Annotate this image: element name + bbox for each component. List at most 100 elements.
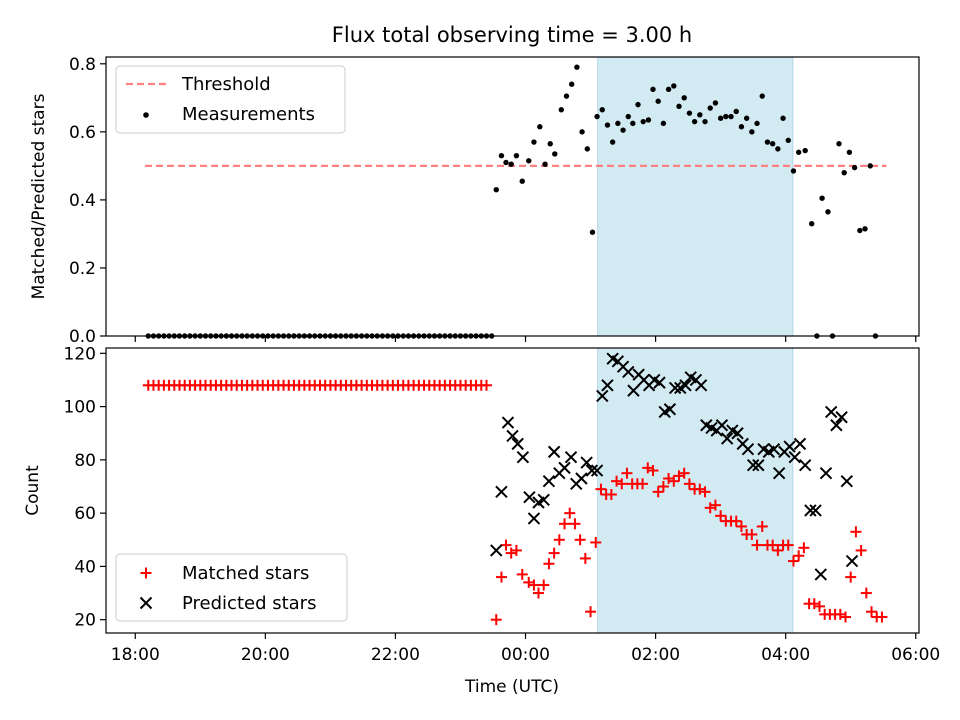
matched-star-marker — [495, 571, 507, 583]
measurement-point — [790, 168, 797, 174]
matched-star-marker — [798, 542, 810, 554]
matched-star-marker — [668, 475, 680, 487]
predicted-star-marker — [627, 384, 640, 397]
predicted-star-marker — [516, 450, 530, 464]
measurement-point — [526, 158, 532, 164]
matched-star-marker — [647, 465, 659, 477]
measurement-point — [519, 178, 525, 184]
predicted-star-marker — [741, 443, 755, 456]
matched-star-marker — [569, 518, 581, 530]
matched-star-marker — [564, 507, 576, 519]
measurement-point — [764, 139, 771, 145]
matched-star-marker — [657, 481, 669, 493]
figure-title: Flux total observing time = 3.00 h — [332, 23, 692, 47]
measurement-point — [620, 127, 626, 133]
matched-star-marker — [538, 579, 550, 591]
legend-measurements-swatch — [143, 112, 149, 118]
measurement-point — [862, 226, 868, 232]
bottom-x-tick-label: 00:00 — [501, 645, 550, 665]
measurement-point — [503, 159, 509, 166]
predicted-star-marker — [783, 440, 796, 453]
measurement-point — [738, 124, 745, 130]
measurement-point — [531, 139, 537, 145]
measurement-point — [785, 137, 791, 144]
matched-star-marker — [855, 544, 867, 556]
matched-star-marker — [782, 539, 794, 551]
predicted-star-marker — [547, 445, 561, 459]
bottom-y-ticks: 20 40 60 80 100 120 — [64, 344, 106, 631]
predicted-star-marker — [564, 450, 578, 464]
measurement-point — [537, 124, 543, 130]
bottom-x-tick-label: 06:00 — [891, 645, 940, 665]
predicted-star-marker — [601, 379, 614, 392]
matched-star-marker — [616, 478, 628, 490]
measurement-point — [508, 161, 514, 167]
measurement-point — [542, 161, 548, 167]
bottom-legend: Matched stars Predicted stars — [115, 553, 348, 622]
predicted-star-marker — [819, 466, 833, 480]
measurement-point — [717, 115, 724, 121]
matched-star-marker — [548, 547, 560, 559]
matched-star-marker — [611, 475, 623, 487]
predicted-star-marker — [798, 458, 812, 472]
matched-star-marker — [621, 467, 633, 479]
measurement-point — [640, 118, 646, 125]
predicted-star-marker — [720, 432, 734, 445]
measurement-point — [702, 118, 708, 125]
bottom-x-ticks: 18:00 20:00 22:00 00:00 02:00 04:00 06:00 — [111, 633, 940, 665]
top-legend: Threshold Measurements — [115, 65, 346, 134]
measurement-point — [846, 149, 853, 155]
measurement-point — [645, 117, 652, 123]
legend-predicted-label: Predicted stars — [182, 593, 316, 614]
predicted-star-marker — [809, 504, 822, 517]
measurement-point — [712, 100, 719, 106]
bottom-y-tick-label: 20 — [74, 611, 96, 631]
predicted-star-marker — [772, 466, 786, 480]
legend-matched-marker — [140, 567, 152, 579]
bottom-panel: 20 40 60 80 100 120 18:00 20:00 22:00 00:00 02:00… — [23, 344, 940, 697]
predicted-star-marker — [746, 458, 760, 472]
bottom-legend-box — [115, 553, 348, 622]
bottom-y-tick-label: 40 — [74, 557, 96, 577]
predicted-star-marker — [495, 485, 508, 499]
predicted-star-marker — [506, 429, 519, 443]
measurement-point — [728, 113, 734, 120]
matched-star-marker — [813, 600, 825, 612]
measurement-point — [686, 110, 693, 116]
legend-predicted-swatch — [139, 596, 153, 610]
top-y-tick-label: 0.6 — [69, 123, 96, 143]
matched-star-marker — [579, 552, 591, 564]
predicted-star-marker — [824, 405, 838, 419]
measurement-point — [579, 129, 585, 135]
matched-star-marker — [767, 539, 779, 551]
matched-star-marker — [876, 611, 888, 623]
matched-star-marker — [642, 462, 654, 474]
measurement-point — [769, 141, 776, 147]
measurement-point — [547, 141, 553, 147]
legend-threshold-label: Threshold — [181, 74, 271, 95]
measurement-point — [808, 221, 815, 227]
measurement-point — [681, 95, 687, 101]
matched-star-marker — [845, 571, 857, 583]
predicted-star-marker — [830, 419, 843, 432]
matched-star-marker — [751, 539, 763, 551]
measurement-point — [723, 113, 729, 120]
top-x-ticks — [134, 336, 917, 342]
legend-matched-swatch — [140, 567, 152, 579]
predicted-star-markers — [490, 352, 859, 581]
predicted-star-marker — [622, 365, 635, 379]
measurement-point — [584, 146, 590, 152]
matched-star-marker — [559, 518, 571, 530]
measurement-point — [568, 81, 575, 87]
bottom-plot-frame — [105, 347, 920, 634]
measurement-point — [599, 107, 605, 113]
measurement-point — [780, 115, 786, 121]
predicted-star-marker — [694, 379, 708, 392]
bottom-x-tick-label: 18:00 — [111, 645, 160, 665]
measurement-point — [676, 103, 682, 110]
predicted-star-marker — [575, 472, 588, 485]
top-y-tick-label: 0.4 — [69, 191, 96, 211]
matched-star-marker — [678, 467, 690, 479]
matched-star-marker — [490, 614, 502, 626]
matched-star-marker — [704, 502, 716, 514]
